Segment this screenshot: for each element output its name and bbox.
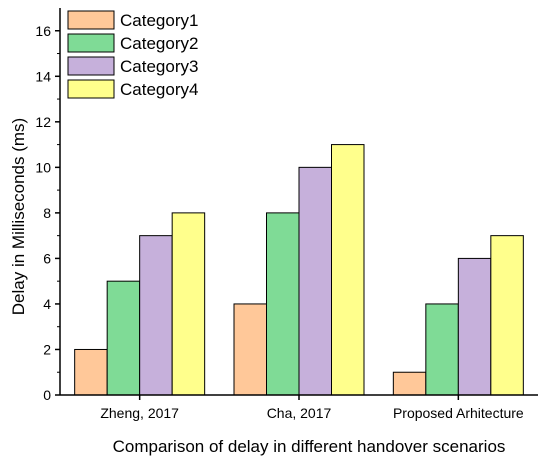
y-tick-label: 10: [35, 159, 51, 175]
y-tick-label: 14: [35, 68, 51, 84]
legend: Category1 Category2 Category3 Category4: [67, 10, 198, 99]
y-tick-label: 2: [43, 341, 51, 357]
bar-category4-1: [171, 212, 206, 396]
bar-category2-1: [106, 280, 141, 396]
bar-category3-1: [139, 235, 173, 396]
y-tick-label: 0: [43, 387, 51, 403]
y-tick-label: 16: [35, 23, 51, 39]
y-tick-label: 4: [43, 296, 51, 312]
y-tick-label: 6: [43, 250, 51, 266]
y-axis-title: Delay in Milliseconds (ms): [9, 118, 28, 315]
x-tick-label: Proposed Arhitecture: [393, 405, 524, 421]
bar-category2-2: [266, 212, 300, 396]
legend-swatch-category4: [67, 79, 115, 99]
legend-label-category4: Category4: [120, 80, 198, 99]
axes-layer: 0 2 4 6 8 10 12 14 16 Zheng, 2017 Cha, 2017 Propose…: [35, 8, 538, 421]
bars-layer: [74, 144, 524, 396]
bar-category4-2: [331, 144, 365, 396]
bar-category3-3: [457, 257, 492, 396]
bar-category1-1: [74, 348, 108, 396]
bar-category3-2: [298, 166, 332, 396]
bar-category2-3: [425, 303, 459, 396]
legend-label-category2: Category2: [120, 34, 198, 53]
y-tick-label: 8: [43, 205, 51, 221]
bar-category1-3: [392, 371, 427, 396]
legend-swatch-category2: [67, 33, 115, 53]
y-tick-label: 12: [35, 114, 51, 130]
legend-label-category3: Category3: [120, 57, 198, 76]
x-axis-title: Comparison of delay in different handove…: [113, 437, 506, 456]
x-tick-label: Zheng, 2017: [100, 405, 179, 421]
bar-category4-3: [490, 235, 524, 396]
legend-swatch-category1: [67, 10, 115, 30]
bar-category1-2: [233, 303, 267, 396]
x-tick-label: Cha, 2017: [267, 405, 332, 421]
legend-label-category1: Category1: [120, 11, 198, 30]
legend-swatch-category3: [67, 56, 115, 76]
